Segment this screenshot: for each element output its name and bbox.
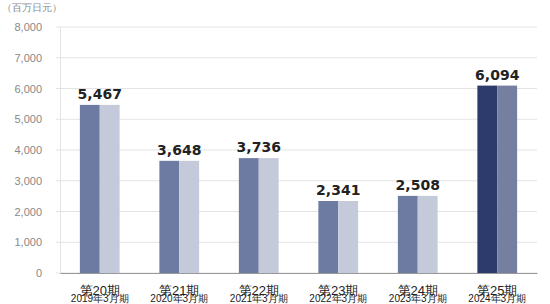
x-axis-line	[61, 273, 538, 274]
x-tick-label: 第21期2020年3月期	[150, 283, 208, 304]
y-tick-label: 5,000	[14, 113, 42, 125]
x-tick: 第22期2021年3月期	[230, 273, 288, 304]
y-tick-label: 6,000	[14, 83, 42, 95]
data-label: 3,648	[157, 142, 201, 158]
x-tick-label: 第25期2024年3月期	[468, 283, 526, 304]
grid-line	[56, 88, 537, 89]
y-axis-title: （百万日元）	[2, 2, 62, 13]
bars	[80, 86, 517, 273]
bar-right	[497, 86, 517, 273]
grid-line	[56, 27, 537, 28]
y-tick: 5,000	[14, 113, 60, 125]
data-label: 2,508	[396, 177, 440, 193]
y-tick: 4,000	[14, 144, 60, 156]
y-tick-label: 1,000	[14, 236, 42, 248]
grid-line	[56, 273, 537, 274]
bar	[239, 158, 279, 273]
data-label: 2,341	[316, 182, 360, 198]
x-tick: 第24期2023年3月期	[389, 273, 447, 304]
grid-line	[56, 119, 537, 120]
grid-line	[56, 242, 537, 243]
y-tick: 2,000	[14, 206, 60, 218]
y-tick: 1,000	[14, 236, 60, 248]
x-axis: 第20期2019年3月期第21期2020年3月期 第22期2021年3月期第23期…	[61, 273, 538, 304]
data-label: 6,094	[475, 67, 520, 83]
data-label: 5,467	[78, 86, 122, 102]
bar-left	[318, 201, 338, 273]
bar	[398, 196, 438, 273]
bar-left	[239, 158, 259, 273]
grid-line	[56, 211, 537, 212]
bar-left	[159, 161, 179, 273]
x-tick: 第20期2019年3月期	[71, 273, 129, 304]
y-tick-label: 7,000	[14, 52, 42, 64]
bar-right	[338, 201, 358, 273]
bar-right	[100, 105, 120, 273]
x-tick-label-line: 2020年3月期	[150, 293, 208, 304]
x-tick-label-line: 2024年3月期	[468, 293, 526, 304]
grid-line	[56, 150, 537, 151]
y-tick: 3,000	[14, 175, 60, 187]
y-tick-label: 8,000	[14, 21, 42, 33]
x-tick-label: 第24期2023年3月期	[389, 283, 447, 304]
y-axis: 0 1,000 2,000 3,000 4,000 5,000 6,000 7,000 8,00…	[14, 21, 60, 279]
bar	[80, 105, 120, 273]
x-tick-label-line: 2021年3月期	[230, 293, 288, 304]
bar	[477, 86, 517, 273]
y-axis-line	[60, 28, 61, 274]
x-tick-label-line: 2023年3月期	[389, 293, 447, 304]
y-tick-label: 2,000	[14, 206, 42, 218]
bar-right	[418, 196, 438, 273]
chart: 0 1,000 2,000 3,000 4,000 5,000 6,000 7,000 8,00…	[0, 0, 550, 304]
y-tick: 6,000	[14, 83, 60, 95]
grid	[56, 27, 537, 273]
bar-right	[259, 158, 279, 273]
data-label: 3,736	[237, 139, 281, 155]
x-tick: 第21期2020年3月期	[150, 273, 208, 304]
x-tick-label: 第23期2022年3月期	[309, 283, 367, 304]
y-tick: 0	[36, 267, 60, 279]
x-tick-label-line: 2019年3月期	[71, 293, 129, 304]
y-tick-label: 4,000	[14, 144, 42, 156]
x-tick-label: 第20期2019年3月期	[71, 283, 129, 304]
x-tick-label: 第22期2021年3月期	[230, 283, 288, 304]
data-labels: 5,467 3,648 3,736 2,341 2,508 6,094	[78, 67, 520, 198]
grid-line	[56, 57, 537, 58]
bar	[159, 161, 199, 273]
grid-line	[56, 180, 537, 181]
y-tick: 7,000	[14, 52, 60, 64]
x-tick-label-line: 2022年3月期	[309, 293, 367, 304]
y-tick-label: 0	[36, 267, 42, 279]
bar-left	[398, 196, 418, 273]
bar-left	[80, 105, 100, 273]
y-tick: 8,000	[14, 21, 60, 33]
x-tick: 第25期2024年3月期	[468, 273, 526, 304]
bar	[318, 201, 358, 273]
bar-right	[179, 161, 199, 273]
x-tick: 第23期2022年3月期	[309, 273, 367, 304]
bar-left	[477, 86, 497, 273]
y-tick-label: 3,000	[14, 175, 42, 187]
